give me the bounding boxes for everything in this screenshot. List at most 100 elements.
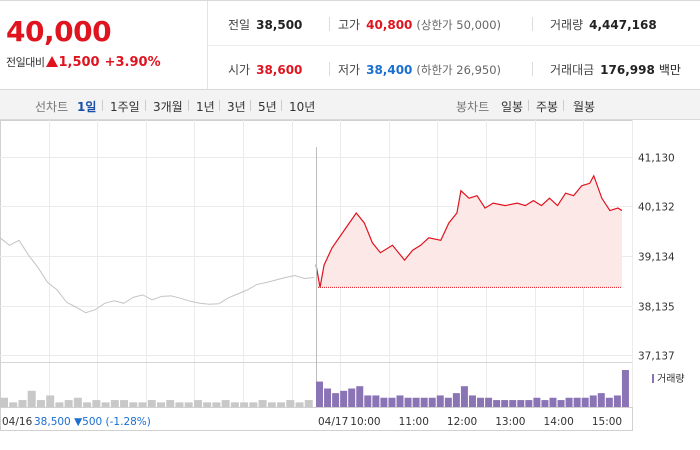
x-tick-label: 14:00 <box>544 416 574 428</box>
volume-bar-today <box>613 395 621 407</box>
y-tick-label: 38,135 <box>638 302 675 314</box>
volume-bar-today <box>420 397 428 407</box>
volume-bar-prev <box>258 400 267 407</box>
current-price: 40,000 <box>6 15 112 48</box>
period-tab-1w[interactable]: 1주일 <box>110 100 140 114</box>
today-price-line <box>315 174 623 288</box>
volume-chart: 거래량 <box>0 370 685 407</box>
volume-bar-today <box>340 390 348 407</box>
x-tick-label: 13:00 <box>495 416 525 428</box>
period-tab-3y[interactable]: 3년 <box>227 100 246 114</box>
stat-label: 고가 <box>338 18 361 32</box>
volume-bar-today <box>396 395 404 407</box>
volume-bar-prev <box>55 402 64 407</box>
prev-day-change: ▼500 <box>74 416 105 428</box>
volume-bar-prev <box>27 390 36 407</box>
stat-prev-close: 전일 38,500 <box>228 16 302 33</box>
volume-bar-today <box>348 388 356 407</box>
volume-bar-prev <box>147 400 156 407</box>
period-tab-3m[interactable]: 3개월 <box>153 100 183 114</box>
volume-bar-today <box>605 397 613 407</box>
volume-bar-today <box>356 386 364 407</box>
up-arrow-icon <box>46 56 59 67</box>
volume-bar-today <box>477 397 485 407</box>
volume-bar-prev <box>129 402 138 407</box>
volume-bar-prev <box>221 400 230 407</box>
stat-label: 거래량 <box>550 18 584 32</box>
volume-bar-today <box>517 400 525 407</box>
volume-bar-prev <box>203 402 212 407</box>
prev-day-rate: (-1.28%) <box>106 416 151 428</box>
candle-tab-monthly[interactable]: 월봉 <box>573 100 596 114</box>
volume-bar-prev <box>184 402 193 407</box>
stat-label: 저가 <box>338 63 361 77</box>
volume-bar-today <box>493 400 501 407</box>
volume-bar-today <box>549 397 557 407</box>
volume-bar-prev <box>304 400 313 407</box>
period-tab-5y[interactable]: 5년 <box>258 100 277 114</box>
volume-bar-today <box>412 397 420 407</box>
stat-note: (상한가 50,000) <box>416 18 502 32</box>
volume-bar-today <box>404 397 412 407</box>
period-tab-1y[interactable]: 1년 <box>196 100 215 114</box>
period-tab-1d[interactable]: 1일 <box>77 100 97 114</box>
volume-bar-prev <box>295 402 304 407</box>
chart-line-layer <box>0 147 623 407</box>
candle-tab-daily[interactable]: 일봉 <box>501 100 524 114</box>
period-separator <box>145 100 146 111</box>
y-tick-label: 39,134 <box>638 252 675 264</box>
stat-separator <box>532 17 533 31</box>
volume-bar-prev <box>267 402 276 407</box>
candle-chart-label: 봉차트 <box>456 100 490 114</box>
volume-bar-today <box>332 393 340 407</box>
stat-volume: 거래량 4,447,168 <box>550 16 657 33</box>
stat-separator <box>329 62 330 76</box>
stat-unit: 백만 <box>658 63 681 77</box>
x-tick-label: 10:00 <box>350 416 380 428</box>
volume-bar-today <box>388 397 396 407</box>
stat-separator <box>329 17 330 31</box>
period-separator <box>528 100 529 111</box>
prev-day-price: 38,500 <box>34 416 74 428</box>
volume-bar-prev <box>18 400 27 407</box>
volume-bar-prev <box>101 402 110 407</box>
price-box: 40,000 전일대비 1,500 +3.90% <box>0 1 208 89</box>
volume-bar-prev <box>83 402 92 407</box>
volume-bar-prev <box>249 402 258 407</box>
stat-high: 고가 40,800 (상한가 50,000) <box>338 16 501 33</box>
volume-bar-prev <box>120 400 129 407</box>
volume-bar-prev <box>138 402 147 407</box>
period-bar: 선차트 1일 1주일 3개월 1년 3년 5년 10년 봉차트 일봉 주봉 월봉 <box>0 90 700 120</box>
volume-bar-today <box>565 397 573 407</box>
y-axis: 41,130 40,132 39,134 38,135 37,137 <box>638 153 675 363</box>
y-tick-label: 37,137 <box>638 351 675 363</box>
volume-bar-today <box>468 395 476 407</box>
volume-bar-today <box>557 400 565 407</box>
volume-bar-today <box>316 381 323 407</box>
volume-bar-today <box>621 370 629 407</box>
volume-bar-today <box>509 400 517 407</box>
volume-bar-prev <box>73 397 82 407</box>
volume-bar-prev <box>240 402 249 407</box>
x-tick-label: 15:00 <box>592 416 622 428</box>
stat-value: 4,447,168 <box>589 18 657 32</box>
volume-bar-prev <box>46 395 55 407</box>
stat-value: 40,800 <box>366 18 413 32</box>
volume-bar-prev <box>166 400 175 407</box>
volume-bar-today <box>436 395 444 407</box>
quote-summary: 40,000 전일대비 1,500 +3.90% 전일 38,500 고가 40,800… <box>0 0 700 90</box>
stat-value: 176,998 <box>600 63 655 77</box>
candle-tab-weekly[interactable]: 주봉 <box>536 100 559 114</box>
volume-bar-today <box>460 386 468 407</box>
period-tab-10y[interactable]: 10년 <box>289 100 316 114</box>
volume-bar-today <box>324 388 332 407</box>
prev-day-summary: 38,500 ▼500 (-1.28%) <box>34 416 151 428</box>
chart-grid <box>0 120 633 431</box>
period-separator <box>563 100 564 111</box>
volume-bar-today <box>573 397 581 407</box>
change-rate: +3.90% <box>104 55 161 70</box>
volume-bar-prev <box>36 400 45 407</box>
volume-bar-today <box>380 397 388 407</box>
volume-bar-today <box>581 397 589 407</box>
chart-area-layer <box>316 175 622 288</box>
